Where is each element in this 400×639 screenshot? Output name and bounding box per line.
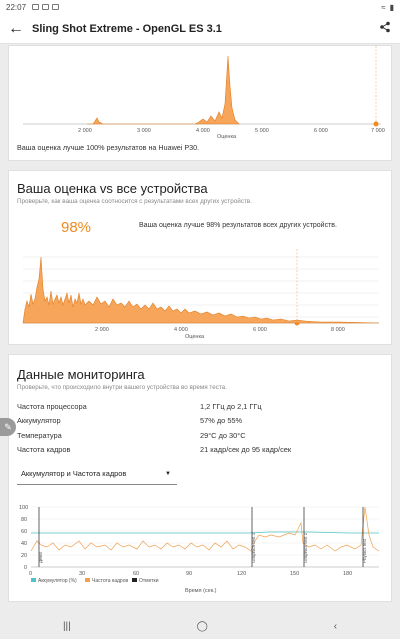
x-tick: 8 000 (331, 327, 345, 333)
legend-item: Частота кадров (92, 578, 128, 584)
row-value: 29°C до 30°C (200, 431, 246, 440)
marker-label: Physics test (362, 538, 367, 563)
row-value: 57% до 55% (200, 416, 243, 425)
all-devices-card: Ваша оценка vs все устройства Проверьте,… (8, 170, 392, 345)
monitor-row-battery: Аккумулятор 57% до 55% (17, 416, 377, 425)
metric-dropdown[interactable]: Аккумулятор и Частота кадров ▼ (17, 463, 177, 485)
back-nav-icon[interactable]: ‹ (333, 620, 338, 632)
x-axis-ticks: 2 000 3 000 4 000 5 000 6 000 7 000 (78, 128, 385, 134)
app-bar: ← Sling Shot Extreme - OpenGL ES 3.1 (0, 14, 400, 44)
status-time: 22:07 (6, 2, 27, 12)
x-axis-label: Оценка (217, 134, 237, 140)
x-tick: 4 000 (196, 128, 210, 134)
chart-legend: Аккумулятор (%) Частота кадров Отметки (31, 578, 159, 584)
marker-label: Демо (38, 551, 43, 563)
x-tick: 150 (290, 571, 299, 577)
x-tick: 6 000 (253, 327, 267, 333)
monitor-row-temperature: Температура 29°C до 30°C (17, 431, 377, 440)
card-subtitle: Проверьте, что происходило внутри вашего… (17, 384, 227, 391)
recents-icon[interactable]: ||| (62, 620, 71, 632)
edit-icon[interactable]: ✎ (0, 418, 16, 436)
row-value: 1,2 ГГц до 2,1 ГГц (200, 402, 262, 411)
x-tick: 30 (79, 571, 85, 577)
monitor-row-fps: Частота кадров 21 кадр/сек до 95 кадр/се… (17, 445, 377, 454)
x-tick: 6 000 (314, 128, 328, 134)
legend-item: Отметки (139, 578, 159, 584)
y-tick: 60 (21, 529, 27, 535)
legend-item: Аккумулятор (%) (38, 578, 77, 584)
share-icon[interactable] (370, 20, 400, 38)
x-tick: 7 000 (371, 128, 385, 134)
x-tick: 0 (29, 571, 32, 577)
y-tick: 100 (19, 505, 28, 511)
comparison-note: Ваша оценка лучше 100% результатов на Hu… (17, 143, 200, 152)
y-tick: 20 (21, 553, 27, 559)
wifi-icon: ≈ (381, 2, 386, 12)
x-tick: 2 000 (78, 128, 92, 134)
x-tick: 5 000 (255, 128, 269, 134)
monitor-row-cpu: Частота процессора 1,2 ГГц до 2,1 ГГц (17, 402, 377, 411)
test-markers (38, 507, 364, 567)
row-label: Аккумулятор (17, 416, 61, 425)
device-comparison-card: 2 000 3 000 4 000 5 000 6 000 7 000 Оцен… (8, 45, 392, 161)
device-distribution-chart: 2 000 3 000 4 000 5 000 6 000 7 000 Оцен… (23, 46, 385, 140)
card-title: Ваша оценка vs все устройства (17, 181, 208, 196)
score-marker-dot (373, 121, 379, 127)
x-axis-ticks: 0 30 60 90 120 150 180 (29, 571, 352, 577)
battery-line (31, 531, 379, 534)
monitoring-card: Данные мониторинга Проверьте, что происх… (8, 354, 392, 602)
card-subtitle: Проверьте, как ваша оценка соотносится с… (17, 198, 252, 205)
row-label: Частота кадров (17, 445, 71, 454)
page-title: Sling Shot Extreme - OpenGL ES 3.1 (32, 22, 222, 35)
x-axis-label: Время (сек.) (185, 588, 217, 594)
system-nav-bar: ||| ◯ ‹ (0, 613, 400, 639)
system-icons: ≈ ▮ (381, 3, 394, 12)
percentile-value: 98% (61, 219, 92, 236)
dropdown-arrow-icon: ▼ (165, 470, 171, 477)
x-tick: 3 000 (137, 128, 151, 134)
percentile-text: Ваша оценка лучше 98% результатов всех д… (139, 222, 337, 229)
distribution-area (87, 55, 240, 125)
marker-label: Graphics test 2 (303, 532, 308, 563)
x-tick: 180 (343, 571, 352, 577)
row-value: 21 кадр/сек до 95 кадр/сек (200, 445, 292, 454)
fps-line (30, 506, 380, 552)
home-icon[interactable]: ◯ (196, 620, 208, 632)
x-axis-label: Оценка (185, 334, 205, 340)
status-bar: 22:07 ≈ ▮ (0, 0, 400, 14)
marker-label: Graphics test 1 (251, 532, 256, 563)
x-axis-ticks: 2 000 4 000 6 000 8 000 (95, 327, 345, 333)
x-tick: 60 (133, 571, 139, 577)
y-tick: 40 (21, 541, 27, 547)
y-axis-ticks: 100 80 60 40 20 0 (19, 505, 28, 571)
x-tick: 4 000 (174, 327, 188, 333)
battery-icon: ▮ (389, 2, 394, 12)
back-arrow-icon[interactable]: ← (8, 19, 24, 37)
y-tick: 0 (24, 565, 27, 571)
row-label: Температура (17, 431, 62, 440)
dropdown-value: Аккумулятор и Частота кадров (21, 469, 127, 478)
x-tick: 120 (237, 571, 246, 577)
distribution-area (22, 256, 380, 324)
row-label: Частота процессора (17, 402, 87, 411)
all-devices-chart: 2 000 4 000 6 000 8 000 Оценка (22, 249, 380, 340)
x-tick: 90 (186, 571, 192, 577)
card-title: Данные мониторинга (17, 367, 145, 382)
notification-icons (32, 4, 60, 10)
monitoring-chart: 100 80 60 40 20 0 Демо Graphics test 1 G… (19, 505, 380, 594)
x-tick: 2 000 (95, 327, 109, 333)
y-tick: 80 (21, 517, 27, 523)
